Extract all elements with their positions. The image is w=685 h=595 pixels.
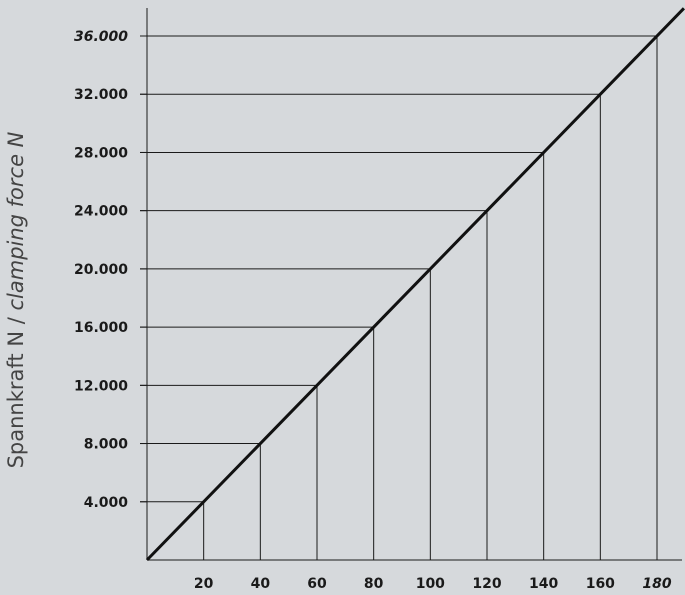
x-tick-label: 100 (416, 576, 445, 592)
y-tick-label: 16.000 (74, 320, 128, 336)
y-tick-label: 36.000 (74, 29, 128, 45)
x-tick-label: 140 (529, 576, 558, 592)
y-tick-labels: 4.000 8.000 12.000 16.000 20.000 24.000 28.000… (74, 29, 147, 511)
x-tick-label: 180 (642, 576, 671, 592)
x-tick-labels: 20 40 60 80 100 120 140 160 180 (194, 576, 672, 592)
x-tick-label: 80 (364, 576, 384, 592)
y-tick-label: 24.000 (74, 204, 128, 220)
y-axis-title: Spannkraft N / clamping force N (4, 131, 28, 468)
series-line (145, 7, 685, 562)
x-tick-label: 160 (586, 576, 615, 592)
x-tick-label: 20 (194, 576, 214, 592)
y-tick-label: 20.000 (74, 262, 128, 278)
axes (146, 8, 682, 561)
series (145, 7, 685, 562)
x-tick-label: 60 (307, 576, 327, 592)
drop-lines (140, 35, 658, 560)
y-tick-label: 28.000 (74, 145, 128, 161)
y-axis-title-main: Spannkraft N / (4, 311, 28, 469)
y-tick-label: 4.000 (84, 495, 129, 511)
y-tick-label: 12.000 (74, 378, 128, 394)
y-tick-label: 32.000 (74, 87, 128, 103)
x-tick-label: 120 (472, 576, 501, 592)
x-tick-label: 40 (251, 576, 271, 592)
y-tick-label: 8.000 (84, 437, 129, 453)
y-axis-title-italic: clamping force N (4, 131, 28, 310)
